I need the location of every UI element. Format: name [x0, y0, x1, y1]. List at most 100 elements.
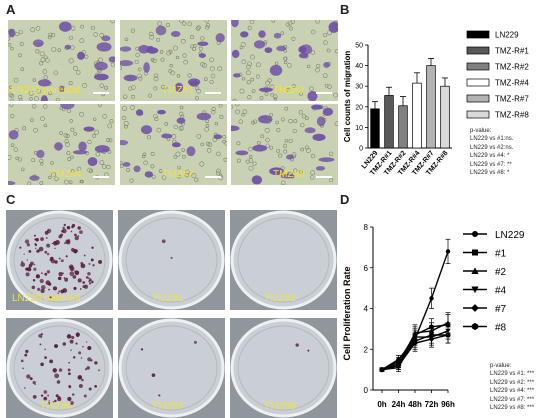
data-point	[471, 304, 479, 312]
pvalue-note: LN229 vs #4: ***	[490, 388, 535, 395]
migration-image-label: TMZ#4	[50, 169, 82, 180]
pvalue-note: LN229 vs #8: *	[470, 170, 510, 176]
pvalue-note: LN229 vs #4: *	[470, 153, 510, 160]
micrograph-texture	[120, 104, 227, 185]
pvalue-note: LN229 vs #7: **	[470, 161, 512, 168]
data-point	[472, 249, 478, 256]
x-tick-label: 48h	[408, 400, 422, 409]
legend-label: #1	[495, 249, 507, 260]
colony-dish-photo	[118, 210, 225, 310]
y-tick-label: 4	[364, 305, 369, 314]
pvalue-note: LN229 vs #8: ***	[490, 405, 535, 411]
legend-swatch	[466, 94, 490, 103]
y-tick-label: 40	[355, 63, 363, 70]
data-point	[412, 332, 418, 338]
pvalue-note: LN229 vs #2: ***	[490, 379, 535, 386]
data-point	[445, 322, 451, 328]
legend-swatch	[466, 110, 490, 119]
legend-label: LN229	[495, 230, 525, 241]
colony-image-label: TMZ#4	[40, 401, 72, 412]
data-point	[429, 296, 434, 301]
y-tick-label: 20	[355, 104, 363, 111]
scale-bar	[316, 92, 332, 94]
scale-bar	[93, 176, 109, 178]
legend-label: TMZ-R#4	[495, 79, 529, 88]
dish-texture	[6, 210, 113, 310]
data-point	[429, 324, 434, 330]
migration-micrograph	[120, 104, 227, 185]
legend-label: #2	[495, 267, 507, 278]
data-point	[445, 249, 451, 254]
legend-label: TMZ-R#1	[495, 47, 529, 56]
x-tick-label: 72h	[425, 400, 439, 409]
pvalue-note: LN229 vs #1:ns.	[470, 136, 514, 143]
y-tick-label: 10	[355, 125, 363, 132]
colony-dish-photo	[230, 210, 337, 310]
dish-texture	[118, 210, 225, 310]
micrograph-texture	[231, 104, 338, 185]
legend-swatch	[466, 78, 490, 87]
data-point	[471, 286, 479, 294]
dish-texture	[6, 318, 113, 418]
pvalue-note: LN229 vs #2:ns.	[470, 144, 514, 151]
legend-label: LN229	[495, 31, 519, 40]
x-tick-label: 0h	[377, 400, 386, 409]
data-point	[428, 336, 435, 342]
scale-bar	[316, 176, 332, 178]
dish-texture	[230, 210, 337, 310]
dish-texture	[118, 318, 225, 418]
migration-micrograph	[8, 20, 115, 101]
legend-label: #8	[495, 323, 507, 334]
legend-swatch	[466, 30, 490, 39]
colony-dish-photo	[118, 318, 225, 418]
y-tick-label: 50	[355, 43, 363, 50]
micrograph-texture	[8, 104, 115, 185]
micrograph-texture	[8, 20, 115, 101]
scale-bar	[205, 176, 221, 178]
pvalue-note: LN229 vs #1: ***	[490, 371, 535, 378]
y-axis-title: Cell Proliferation Rate	[342, 266, 352, 360]
panel-label-c: C	[6, 192, 16, 207]
pvalue-note: p-value:	[470, 128, 492, 134]
colony-image-label: TMZ#1	[152, 293, 184, 304]
legend-label: TMZ-R#8	[495, 111, 529, 120]
colony-dish-photo	[230, 318, 337, 418]
data-point	[379, 366, 385, 373]
dish-texture	[230, 318, 337, 418]
legend-label: #7	[495, 304, 507, 315]
panel-label-b: B	[340, 2, 350, 17]
legend-swatch	[466, 46, 490, 55]
colony-image-label: TMZ#7	[152, 401, 184, 412]
y-tick-label: 0	[359, 146, 363, 153]
y-axis-title: Cell counts of migration	[343, 51, 352, 143]
pvalue-note: p-value:	[490, 363, 512, 369]
data-point	[396, 358, 401, 365]
migration-image-label: TMZ#2	[273, 85, 305, 96]
y-tick-label: 30	[355, 84, 363, 91]
colony-image-label: LN229 parental	[12, 293, 81, 304]
micrograph-texture	[231, 20, 338, 101]
panel-label-a: A	[6, 2, 16, 17]
micrograph-texture	[120, 20, 227, 101]
colony-image-label: TMZ#2	[264, 293, 296, 304]
migration-image-label: TMZ#7	[162, 169, 194, 180]
data-point	[472, 231, 478, 237]
legend-label: TMZ-R#2	[495, 63, 529, 72]
pvalue-note: LN229 vs #7: ***	[490, 396, 535, 403]
legend-label: #4	[495, 286, 507, 297]
data-point	[471, 267, 479, 274]
x-tick-label: 96h	[441, 400, 455, 409]
x-tick-label: 24h	[392, 400, 406, 409]
scale-bar	[205, 92, 221, 94]
colony-dish-photo	[6, 318, 113, 418]
migration-image-label: TMZ#1	[162, 85, 194, 96]
data-point	[471, 322, 479, 331]
legend-label: TMZ-R#7	[495, 95, 529, 104]
colony-dish-photo	[6, 210, 113, 310]
migration-micrograph	[8, 104, 115, 185]
panel-label-d: D	[340, 192, 350, 207]
legend-swatch	[466, 62, 490, 71]
y-tick-label: 6	[364, 264, 369, 273]
